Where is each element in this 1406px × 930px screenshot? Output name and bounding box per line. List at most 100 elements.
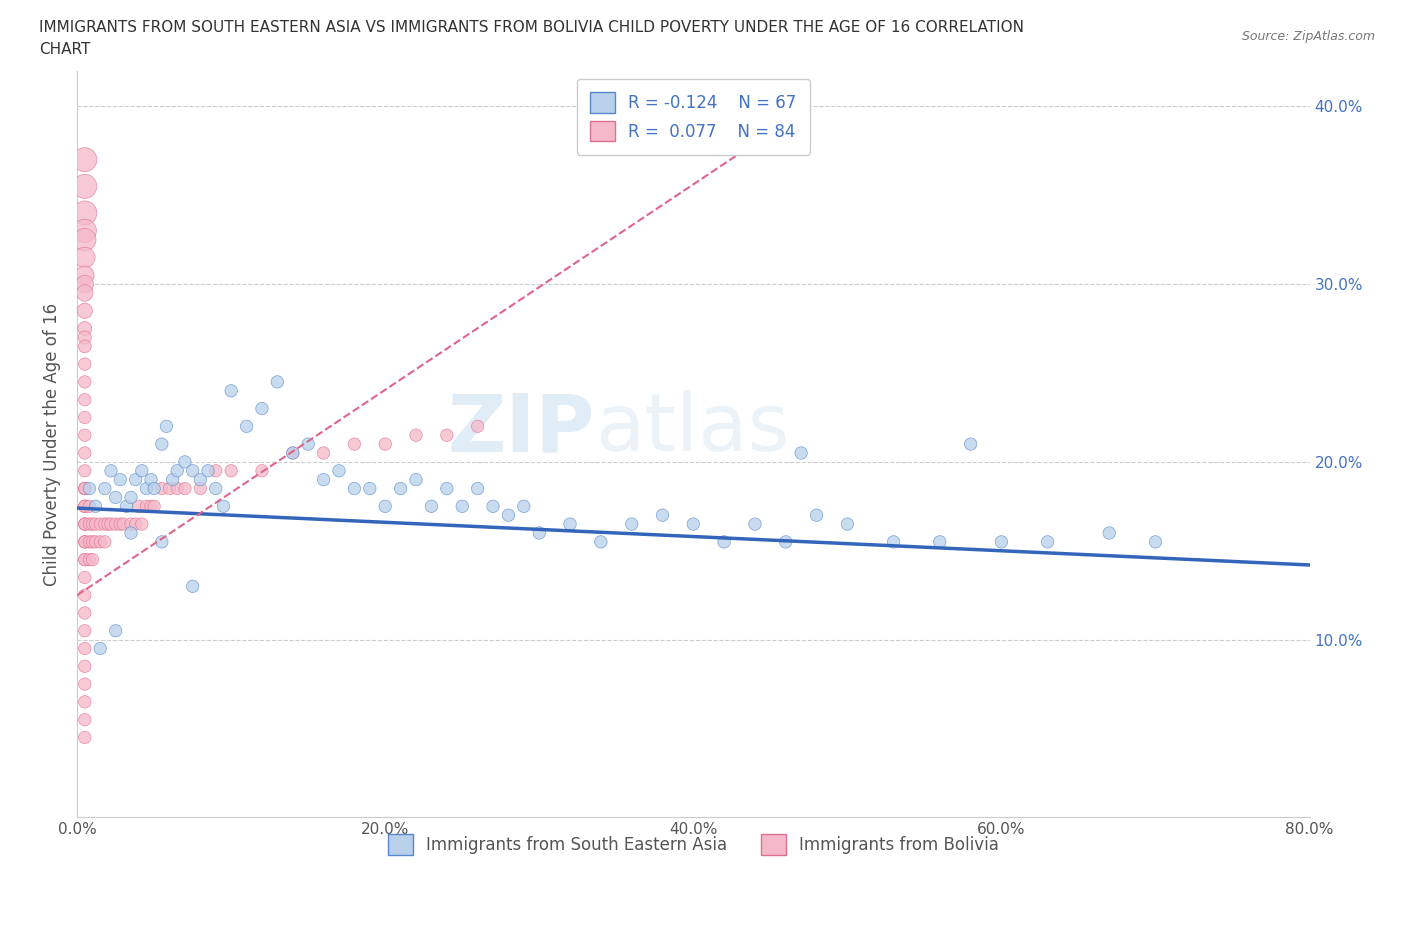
Point (104, 623, 127, 638)
Point (82, 535, 104, 550)
Point (529, 525, 551, 540)
Point (73, 206, 96, 220)
Point (73, 677, 96, 692)
Point (682, 517, 704, 532)
Point (84, 517, 107, 532)
Point (235, 418, 257, 433)
Point (181, 463, 204, 478)
Point (589, 535, 612, 550)
Point (139, 498, 162, 513)
Point (436, 481, 458, 496)
Point (73, 517, 96, 532)
Point (73, 535, 96, 550)
Point (120, 490, 142, 505)
Point (498, 508, 520, 523)
Point (73, 712, 96, 727)
Point (174, 455, 197, 470)
Point (1098, 525, 1121, 540)
Point (266, 375, 288, 390)
Point (73, 641, 96, 656)
Point (139, 472, 162, 487)
Point (73, 535, 96, 550)
Point (100, 463, 122, 478)
Point (188, 481, 211, 496)
Point (73, 392, 96, 407)
Point (405, 428, 427, 443)
Point (73, 277, 96, 292)
Point (155, 418, 177, 433)
Point (89, 535, 111, 550)
Point (73, 730, 96, 745)
Point (420, 498, 443, 513)
Point (312, 472, 335, 487)
Point (110, 472, 132, 487)
Point (79, 481, 101, 496)
Point (104, 517, 127, 532)
Point (82, 517, 104, 532)
Point (73, 410, 96, 425)
Point (883, 535, 905, 550)
Point (73, 232, 96, 247)
Point (204, 463, 226, 478)
Point (73, 481, 96, 496)
Point (405, 472, 427, 487)
Point (94, 535, 117, 550)
Point (166, 463, 188, 478)
Point (73, 339, 96, 353)
Point (73, 498, 96, 513)
Point (73, 303, 96, 318)
Point (89, 517, 111, 532)
Legend: Immigrants from South Eastern Asia, Immigrants from Bolivia: Immigrants from South Eastern Asia, Immi… (381, 828, 1005, 861)
Text: atlas: atlas (595, 391, 789, 468)
Point (744, 517, 766, 532)
Point (197, 463, 219, 478)
Point (73, 179, 96, 193)
Point (250, 463, 273, 478)
Point (73, 223, 96, 238)
Point (84, 498, 107, 513)
Point (328, 463, 350, 478)
Point (188, 472, 211, 487)
Point (79, 498, 101, 513)
Point (620, 517, 643, 532)
Point (959, 437, 981, 452)
Point (790, 445, 813, 460)
Point (513, 498, 536, 513)
Point (359, 481, 381, 496)
Point (94, 481, 117, 496)
Point (297, 437, 319, 452)
Point (374, 437, 396, 452)
Point (73, 498, 96, 513)
Point (204, 481, 226, 496)
Point (436, 428, 458, 443)
Point (143, 481, 166, 496)
Point (451, 498, 474, 513)
Point (467, 481, 489, 496)
Point (131, 463, 153, 478)
Point (124, 472, 146, 487)
Point (343, 481, 366, 496)
Point (73, 153, 96, 167)
Point (73, 330, 96, 345)
Point (73, 623, 96, 638)
Point (73, 375, 96, 390)
Point (82, 552, 104, 567)
Point (120, 517, 142, 532)
Point (837, 517, 859, 532)
Point (73, 658, 96, 673)
Text: ZIP: ZIP (447, 391, 595, 468)
Point (131, 517, 153, 532)
Point (73, 357, 96, 372)
Point (713, 535, 735, 550)
Point (181, 578, 204, 593)
Point (73, 428, 96, 443)
Text: IMMIGRANTS FROM SOUTH EASTERN ASIA VS IMMIGRANTS FROM BOLIVIA CHILD POVERTY UNDE: IMMIGRANTS FROM SOUTH EASTERN ASIA VS IM… (39, 20, 1025, 35)
Point (775, 535, 797, 550)
Point (150, 437, 173, 452)
Point (135, 498, 157, 513)
Point (482, 498, 505, 513)
Point (467, 418, 489, 433)
Point (212, 498, 235, 513)
Point (1144, 535, 1167, 550)
Point (73, 570, 96, 585)
